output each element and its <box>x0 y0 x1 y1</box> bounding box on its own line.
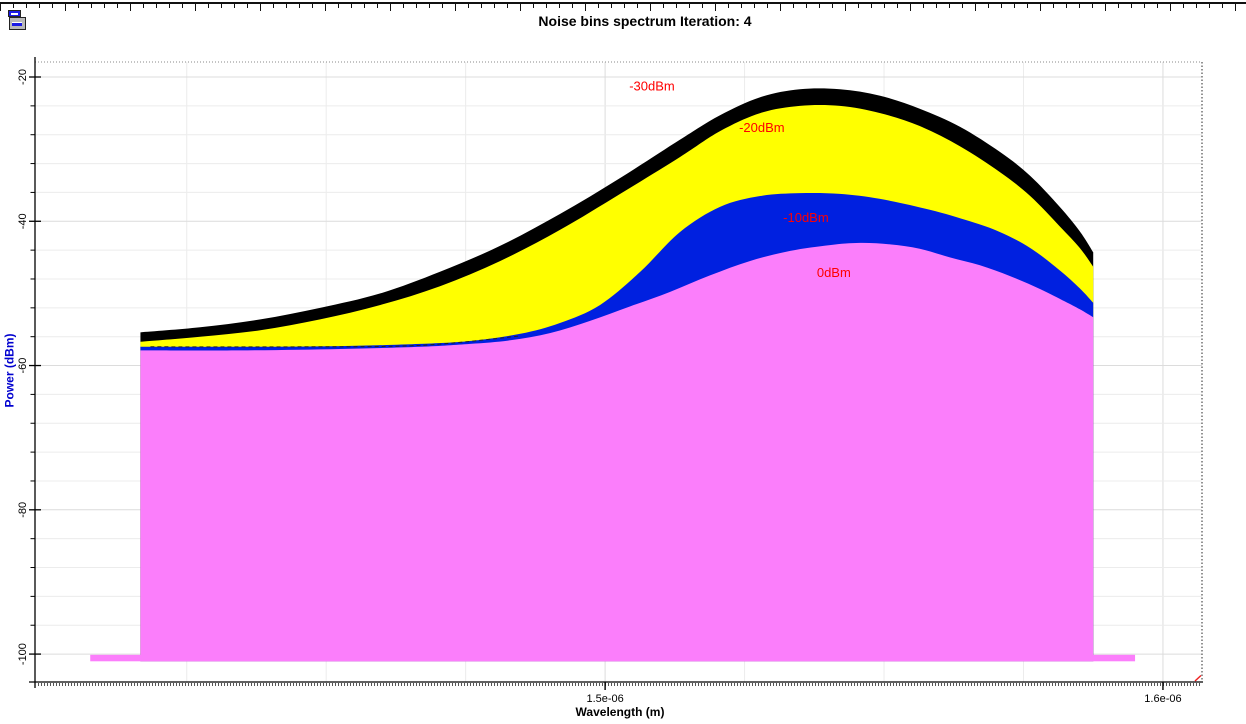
y-axis-title: Power (dBm) <box>2 333 17 408</box>
series-area-0dBm <box>140 242 1094 662</box>
curve-label--30dBm: -30dBm <box>629 79 675 94</box>
x-tick-label: 1.6e-06 <box>1144 693 1181 705</box>
y-tick-label: -40 <box>17 213 29 229</box>
document-icon[interactable] <box>8 10 28 31</box>
y-tick-label: -20 <box>17 69 29 85</box>
dashed-curve-edge <box>150 335 521 348</box>
x-axis-title: Wavelength (m) <box>575 705 665 719</box>
y-tick-label: -100 <box>17 643 29 665</box>
chart-title: Noise bins spectrum Iteration: 4 <box>538 13 752 29</box>
y-tick-label: -80 <box>17 502 29 518</box>
curve-label-0dBm: 0dBm <box>817 265 851 280</box>
corner-mark <box>1194 674 1202 682</box>
document-icon-titlebar <box>8 10 21 17</box>
document-icon-titlebar-line <box>11 13 18 15</box>
curve-label--20dBm: -20dBm <box>739 120 785 135</box>
series-base-strip <box>90 654 1136 662</box>
y-tick-label: -60 <box>17 358 29 374</box>
document-icon-body <box>9 17 26 30</box>
x-tick-label: 1.5e-06 <box>586 693 623 705</box>
document-icon-stripe <box>12 22 22 26</box>
top-ruler <box>0 2 1246 13</box>
curve-label--10dBm: -10dBm <box>783 210 829 225</box>
